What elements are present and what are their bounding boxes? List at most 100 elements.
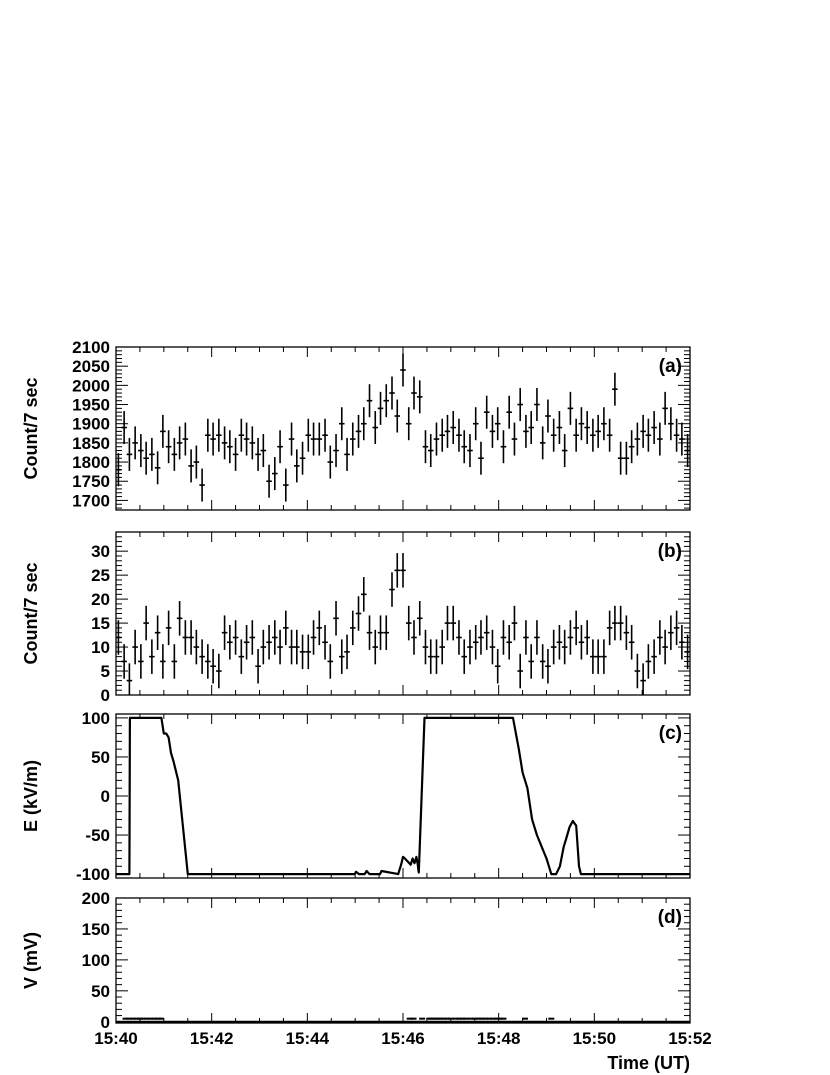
data-point — [416, 601, 423, 636]
data-point — [355, 414, 362, 448]
electric-field-line — [116, 716, 690, 876]
data-point — [528, 644, 534, 679]
data-point — [517, 388, 523, 422]
data-point — [684, 634, 690, 670]
data-point — [478, 441, 484, 475]
data-point — [255, 648, 261, 684]
data-point — [590, 639, 596, 674]
data-point — [411, 620, 417, 655]
data-point — [232, 437, 239, 471]
data-point — [327, 445, 334, 479]
data-point — [277, 629, 283, 665]
data-point — [216, 418, 222, 452]
data-point — [366, 384, 373, 418]
data-point — [377, 615, 384, 650]
data-point — [567, 391, 574, 425]
data-point — [283, 610, 289, 646]
data-point — [255, 437, 261, 471]
data-point — [439, 418, 445, 452]
data-point — [601, 407, 607, 441]
y-axis-title: Count/7 sec — [21, 562, 41, 664]
data-point — [511, 605, 518, 641]
data-point — [662, 629, 668, 665]
x-tick-label: 15:52 — [668, 1029, 711, 1048]
data-point — [668, 407, 674, 441]
data-point — [539, 426, 546, 460]
y-tick-label: 0 — [101, 686, 110, 705]
data-point — [165, 610, 172, 646]
data-point — [182, 422, 189, 456]
panel-label: (c) — [659, 723, 682, 744]
data-point — [411, 376, 417, 410]
data-point — [673, 610, 680, 646]
x-tick-label: 15:46 — [381, 1029, 424, 1048]
data-point — [238, 418, 245, 452]
data-point — [305, 418, 312, 452]
data-point — [523, 620, 529, 655]
y-tick-label: 1750 — [72, 472, 110, 491]
data-point — [645, 418, 652, 452]
chart-panels: 170017501800185019001950200020502100Coun… — [21, 338, 691, 1032]
data-point — [400, 553, 406, 588]
data-point — [578, 625, 585, 660]
data-point — [154, 615, 161, 650]
data-point — [199, 468, 205, 502]
data-point — [277, 430, 283, 464]
data-point — [461, 430, 468, 464]
y-tick-label: 2000 — [72, 376, 110, 395]
data-point — [634, 422, 641, 456]
data-point — [679, 625, 685, 660]
data-point — [160, 644, 166, 679]
data-point — [561, 434, 568, 468]
data-point — [433, 639, 440, 674]
data-point — [210, 648, 216, 684]
data-point — [500, 620, 507, 655]
data-point — [305, 634, 312, 670]
data-point — [344, 437, 350, 471]
x-tick-labels: 15:40 15:42 15:44 15:46 15:48 15:50 15:52 — [94, 1029, 711, 1048]
data-point — [338, 407, 345, 441]
data-point — [316, 422, 323, 456]
data-point — [556, 625, 563, 660]
data-point — [444, 605, 451, 641]
data-point — [467, 629, 473, 665]
y-tick-label: 1700 — [72, 491, 110, 510]
data-point — [617, 605, 624, 641]
y-tick-label: 1900 — [72, 415, 110, 434]
data-point — [116, 453, 122, 487]
data-point — [456, 418, 462, 452]
data-point — [662, 391, 668, 425]
data-point — [188, 449, 194, 483]
data-point — [249, 620, 256, 655]
data-point — [266, 625, 272, 660]
data-point — [550, 629, 557, 665]
data-point — [143, 605, 149, 641]
x-tick-label: 15:42 — [190, 1029, 233, 1048]
data-point — [299, 634, 306, 670]
data-point — [126, 437, 133, 471]
data-point — [433, 422, 440, 456]
data-point — [316, 610, 323, 646]
data-point — [260, 629, 267, 665]
data-point — [628, 430, 635, 464]
data-point — [260, 434, 267, 468]
data-point — [232, 620, 239, 655]
data-point — [272, 620, 278, 655]
data-point — [422, 430, 429, 464]
data-point — [294, 629, 300, 665]
data-point — [199, 639, 205, 674]
data-point — [545, 648, 551, 684]
data-point — [288, 422, 295, 456]
data-point — [188, 620, 194, 655]
data-point — [673, 418, 680, 452]
data-point — [472, 625, 479, 660]
data-point — [344, 634, 350, 670]
data-point — [149, 639, 155, 674]
data-point — [684, 434, 690, 468]
data-point — [467, 434, 473, 468]
data-point — [556, 411, 563, 445]
y-axis-title: E (kV/m) — [21, 760, 41, 832]
data-point — [361, 407, 367, 441]
